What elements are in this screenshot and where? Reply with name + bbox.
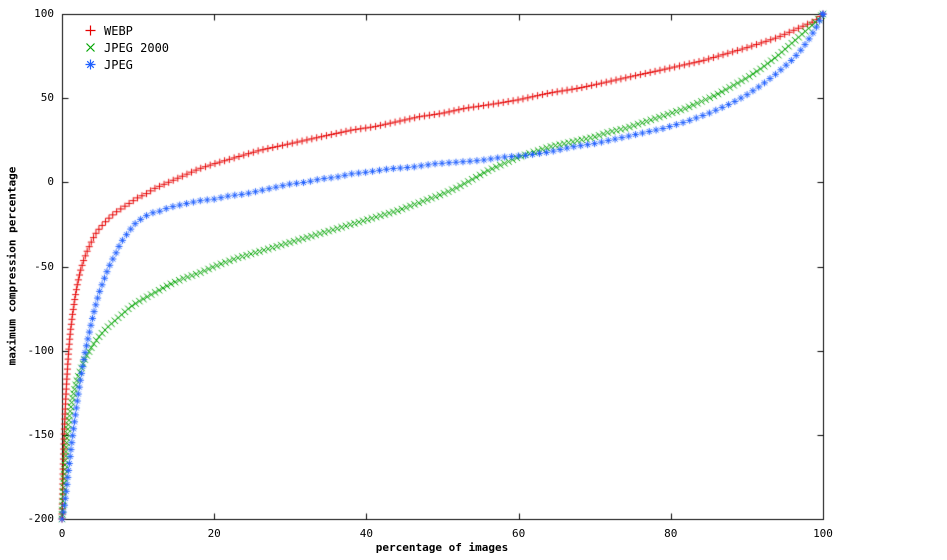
legend-item-label: JPEG 2000 [104, 40, 170, 55]
asterisk-marker-icon [85, 59, 96, 70]
legend-item: WEBP [84, 23, 169, 38]
y-tick-label: -50 [34, 259, 54, 273]
x-tick-label: 20 [207, 527, 221, 540]
y-tick-label: 0 [47, 175, 54, 189]
legend-item: JPEG 2000 [84, 40, 170, 55]
legend-item: JPEG [84, 57, 169, 72]
y-tick-label: -150 [27, 427, 55, 441]
legend-item-label: WEBP [104, 23, 133, 38]
x-tick-label: 0 [58, 527, 66, 540]
y-tick-label: -200 [27, 512, 55, 525]
x-tick-label: 100 [813, 527, 833, 540]
y-tick-label: 100 [34, 7, 54, 20]
x-tick-label: 60 [511, 527, 526, 540]
x-tick-label: 80 [664, 527, 678, 540]
y-tick-label: -100 [27, 343, 55, 357]
plus-marker-icon [85, 25, 96, 36]
legend-item-label: JPEG [104, 57, 133, 72]
legend: WEBP JPEG 2000 JPEG [84, 23, 170, 72]
x-axis-label: percentage of images [375, 541, 509, 554]
cross-marker-icon [86, 43, 95, 52]
x-tick-label: 40 [359, 527, 374, 540]
y-tick-label: 50 [40, 91, 54, 105]
